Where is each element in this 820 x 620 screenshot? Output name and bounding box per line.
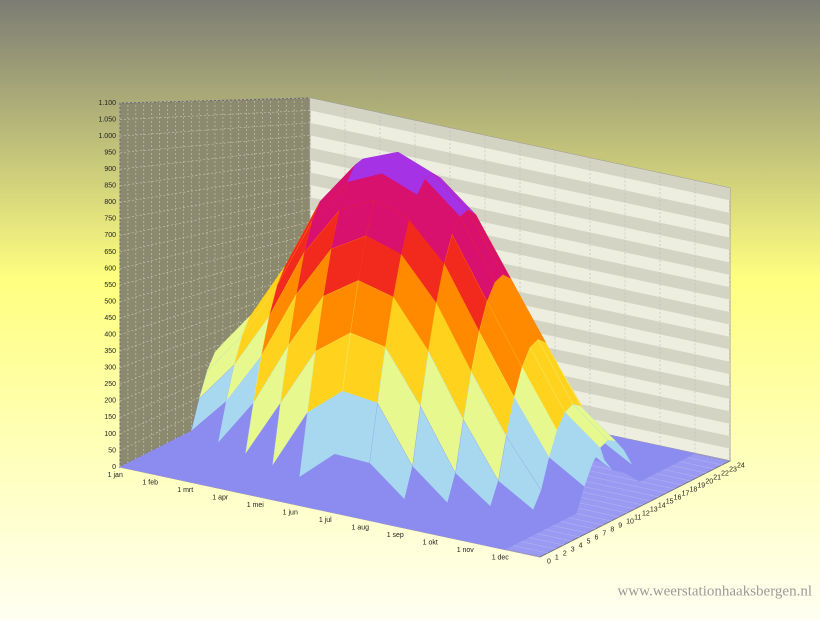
- y-tick-label: 24: [737, 462, 745, 469]
- grid-line: [119, 246, 311, 302]
- x-tick-label: 1 aug: [351, 525, 369, 532]
- x-tick-label: 1 mrt: [177, 487, 193, 494]
- z-tick-label: 750: [104, 216, 116, 223]
- x-tick-label: 1 jul: [319, 517, 332, 524]
- z-tick-label: 600: [104, 265, 116, 272]
- z-tick-label: 50: [108, 447, 116, 454]
- grid-line: [119, 234, 311, 286]
- z-tick-label: 450: [104, 315, 116, 322]
- x-tick-label: 1 sep: [387, 532, 404, 539]
- y-tick-label: 17: [682, 490, 690, 497]
- y-tick-label: 1: [555, 554, 559, 561]
- z-tick-label: 850: [104, 183, 116, 190]
- z-tick-label: 150: [104, 414, 116, 421]
- y-tick-label: 12: [642, 510, 650, 517]
- y-tick-label: 21: [713, 474, 721, 481]
- y-tick-label: 20: [705, 478, 713, 485]
- x-tick-label: 1 apr: [212, 495, 229, 502]
- y-tick-label: 14: [658, 502, 666, 509]
- y-tick-label: 16: [674, 494, 682, 501]
- y-tick-label: 7: [602, 530, 606, 537]
- y-tick-label: 10: [626, 518, 634, 525]
- z-tick-label: 400: [104, 331, 116, 338]
- y-tick-label: 15: [666, 498, 674, 505]
- y-tick-label: 2: [563, 550, 567, 557]
- z-tick-label: 100: [104, 431, 116, 438]
- z-tick-label: 1.050: [98, 116, 116, 123]
- y-tick-label: 23: [729, 466, 737, 473]
- y-tick-label: 3: [571, 546, 575, 553]
- z-tick-label: 250: [104, 381, 116, 388]
- x-tick-label: 1 mei: [247, 502, 265, 509]
- z-tick-label: 550: [104, 282, 116, 289]
- z-tick-label: 500: [104, 298, 116, 305]
- x-tick-label: 1 okt: [423, 540, 438, 547]
- x-tick-label: 1 nov: [457, 547, 475, 554]
- y-tick-label: 18: [690, 486, 698, 493]
- z-tick-label: 700: [104, 232, 116, 239]
- y-tick-label: 22: [721, 470, 729, 477]
- y-tick-label: 13: [650, 506, 658, 513]
- x-tick-label: 1 feb: [142, 480, 158, 487]
- y-tick-label: 6: [595, 534, 599, 541]
- y-tick-label: 5: [587, 538, 591, 545]
- grid-line: [119, 271, 311, 335]
- y-tick-label: 8: [610, 526, 614, 533]
- z-tick-label: 1.000: [98, 133, 116, 140]
- surface-cell: [469, 537, 514, 550]
- x-tick-label: 1 jun: [283, 510, 298, 517]
- z-tick-label: 800: [104, 199, 116, 206]
- z-tick-label: 1.100: [98, 100, 116, 107]
- y-tick-label: 19: [697, 482, 705, 489]
- y-tick-label: 9: [618, 522, 622, 529]
- z-tick-label: 0: [112, 464, 116, 471]
- z-tick-label: 900: [104, 166, 116, 173]
- z-tick-label: 950: [104, 149, 116, 156]
- z-tick-label: 650: [104, 249, 116, 256]
- y-tick-label: 0: [547, 558, 551, 565]
- z-tick-label: 200: [104, 398, 116, 405]
- x-tick-label: 1 jan: [108, 472, 123, 479]
- watermark: www.weerstationhaaksbergen.nl: [617, 583, 812, 599]
- y-tick-label: 11: [634, 514, 641, 521]
- x-tick-label: 1 dec: [492, 555, 510, 562]
- z-tick-label: 300: [104, 365, 116, 372]
- y-tick-label: 4: [579, 542, 583, 549]
- z-tick-label: 350: [104, 348, 116, 355]
